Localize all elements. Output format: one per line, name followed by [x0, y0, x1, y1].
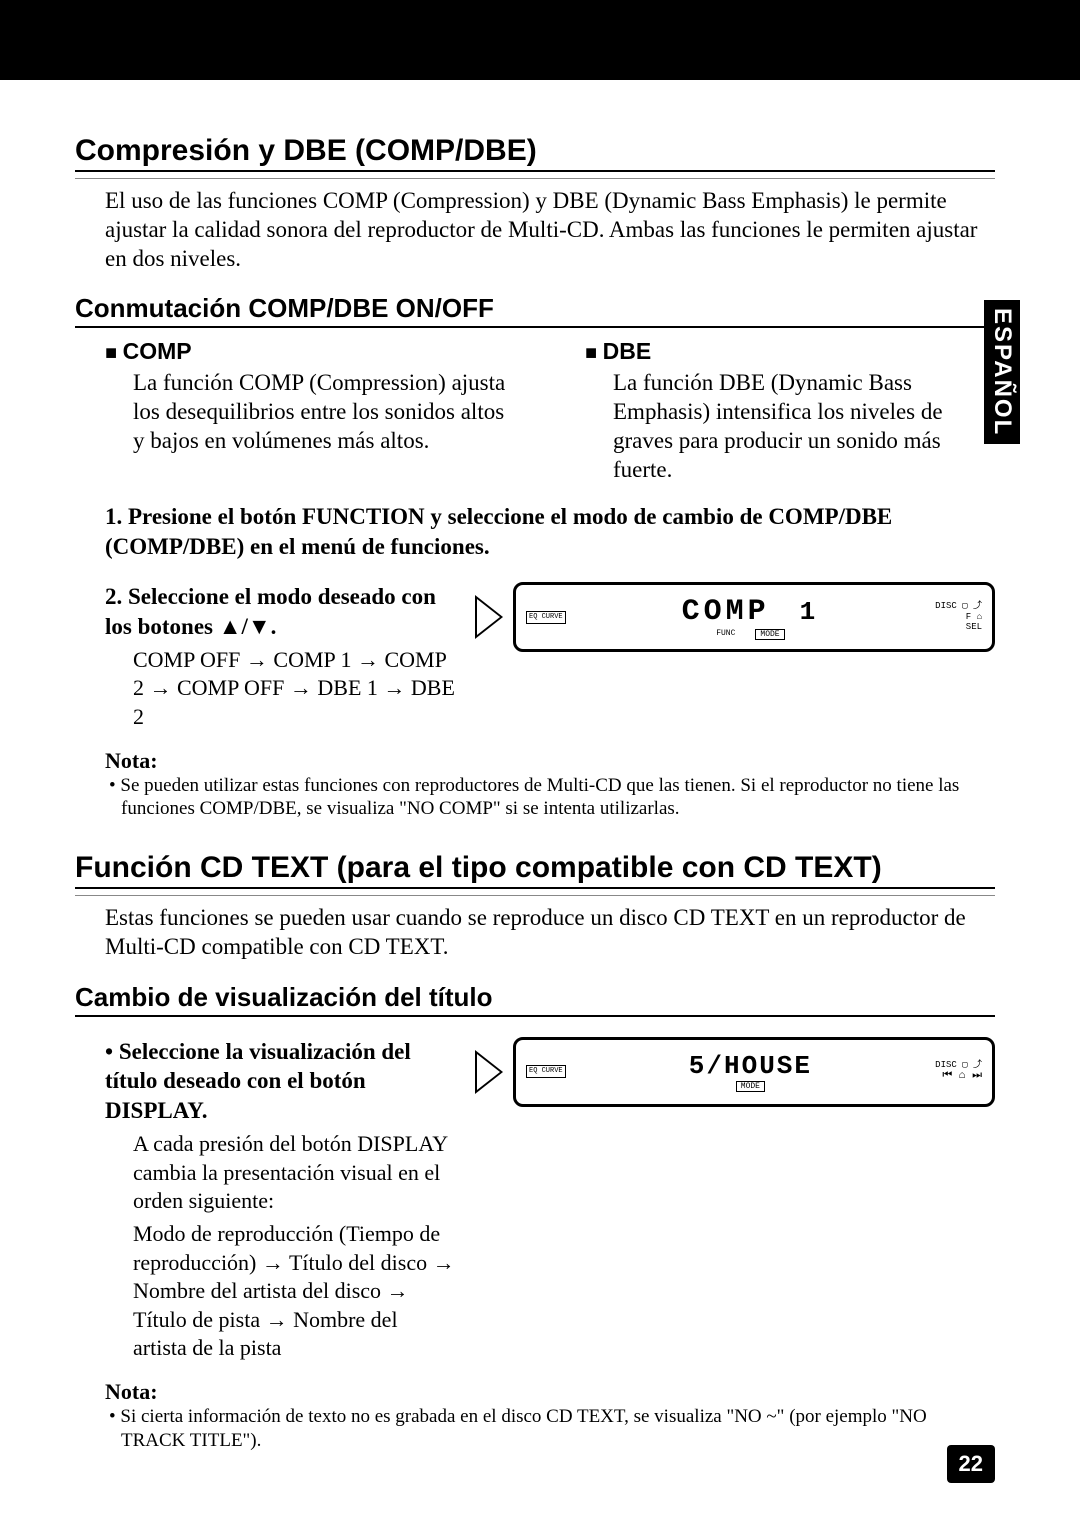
lcd-func-label: FUNC [716, 629, 735, 640]
lcd-main-text: COMP [682, 595, 770, 629]
dbe-body: La función DBE (Dynamic Bass Emphasis) i… [613, 369, 995, 484]
section-title-cdtext: Función CD TEXT (para el tipo compatible… [75, 851, 995, 889]
comp-body: La función COMP (Compression) ajusta los… [133, 369, 515, 455]
nota-text-1: Se pueden utilizar estas funciones con r… [121, 774, 995, 822]
section-title-comp-dbe: Compresión y DBE (COMP/DBE) [75, 134, 995, 172]
comp-dbe-columns: COMP La función COMP (Compression) ajust… [75, 338, 995, 484]
step2-text: 2. Seleccione el modo deseado con los bo… [105, 582, 455, 642]
triangle-icon [475, 595, 503, 639]
section2-intro: Estas funciones se pueden usar cuando se… [105, 904, 995, 962]
lcd-right-labels: DISC ▢ ⤴ F ⌂ SEL [935, 601, 982, 633]
step2-row: 2. Seleccione el modo deseado con los bo… [75, 582, 995, 732]
display-bullet: Seleccione la visualización del título d… [105, 1037, 455, 1127]
lcd-eq-label: EQ CURVE [526, 611, 566, 624]
display-body1: A cada presión del botón DISPLAY cambia … [133, 1130, 455, 1216]
nota-text-2: Si cierta información de texto no es gra… [121, 1405, 995, 1453]
dbe-heading: DBE [585, 338, 995, 365]
lcd-num: 1 [800, 597, 820, 627]
subsection-title-cambio: Cambio de visualización del título [75, 982, 995, 1017]
page-number: 22 [947, 1445, 995, 1483]
step1-text: 1. Presione el botón FUNCTION y seleccio… [105, 502, 995, 562]
lcd-panel: EQ CURVE COMP 1 FUNC MODE DISC ▢ ⤴ F ⌂ S… [513, 582, 995, 652]
header-black-bar [0, 0, 1080, 80]
display-body2: Modo de reproducción (Tiempo de reproduc… [133, 1220, 455, 1363]
lcd-eq-label-2: EQ CURVE [526, 1065, 566, 1078]
lcd-panel-2: EQ CURVE 5/HOUSE MODE DISC ▢ ⤴ ⏮ ⌂ ⏭ [513, 1037, 995, 1107]
section1-intro: El uso de las funciones COMP (Compressio… [105, 187, 995, 273]
lcd-illustration-house: EQ CURVE 5/HOUSE MODE DISC ▢ ⤴ ⏮ ⌂ ⏭ [475, 1037, 995, 1107]
comp-heading: COMP [105, 338, 515, 365]
step2-sequence: COMP OFF → COMP 1 → COMP 2 → COMP OFF → … [133, 646, 455, 732]
triangle-icon [475, 1050, 503, 1094]
lcd-main-text-2: 5/HOUSE [689, 1051, 812, 1081]
nota-label-1: Nota: [105, 748, 995, 774]
lcd-right-labels-2: DISC ▢ ⤴ ⏮ ⌂ ⏭ [935, 1060, 982, 1084]
lcd-mode-label: MODE [755, 629, 784, 640]
language-tab: ESPAÑOL [984, 300, 1020, 444]
lcd-illustration-comp: EQ CURVE COMP 1 FUNC MODE DISC ▢ ⤴ F ⌂ S… [475, 582, 995, 652]
display-step-row: Seleccione la visualización del título d… [75, 1037, 995, 1363]
nota-label-2: Nota: [105, 1379, 995, 1405]
subsection-title-conmutacion: Conmutación COMP/DBE ON/OFF [75, 293, 995, 328]
page-content: Compresión y DBE (COMP/DBE) El uso de la… [0, 80, 1080, 1453]
lcd-mode-label-2: MODE [736, 1081, 765, 1092]
